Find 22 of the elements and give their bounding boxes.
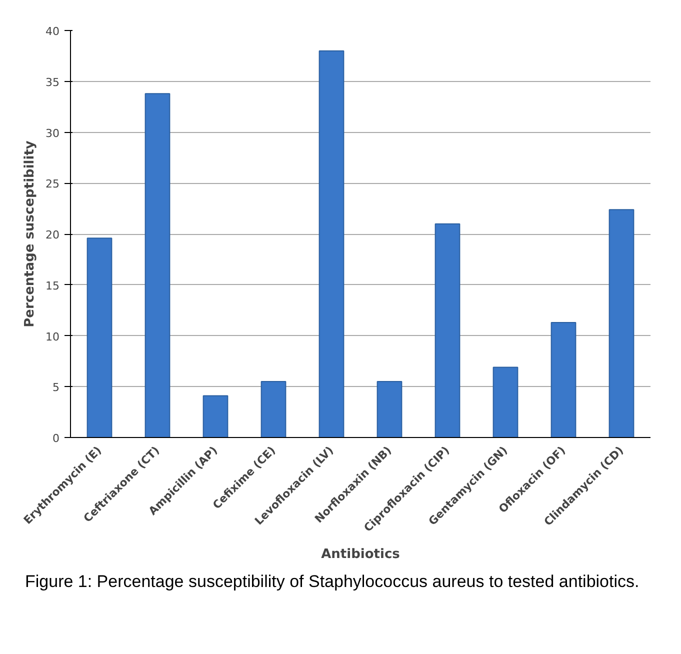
bar bbox=[318, 50, 344, 438]
bar bbox=[434, 223, 460, 438]
caption: Figure 1: Percentage susceptibility of Staphylococcus aureus to tested antibiotics. bbox=[25, 571, 640, 593]
bar bbox=[550, 322, 576, 438]
bar bbox=[376, 381, 402, 438]
y-tick-label: 15 bbox=[46, 279, 60, 292]
x-axis-title: Antibiotics bbox=[321, 547, 400, 562]
y-tick-label: 25 bbox=[46, 178, 60, 191]
bar bbox=[202, 395, 228, 438]
y-tick-label: 40 bbox=[46, 25, 60, 38]
y-tick-label: 20 bbox=[46, 228, 60, 242]
bar bbox=[608, 209, 634, 438]
bar bbox=[260, 381, 286, 438]
y-tick-label: 35 bbox=[46, 76, 60, 89]
y-axis-title: Percentage susceptibility bbox=[22, 140, 38, 328]
y-tick-label: 0 bbox=[52, 432, 60, 445]
bar bbox=[492, 366, 518, 438]
y-tick-label: 10 bbox=[46, 330, 60, 344]
bar bbox=[86, 238, 112, 438]
bar bbox=[144, 93, 170, 438]
y-tick-label: 30 bbox=[46, 126, 60, 140]
y-tick-label: 5 bbox=[52, 381, 60, 394]
